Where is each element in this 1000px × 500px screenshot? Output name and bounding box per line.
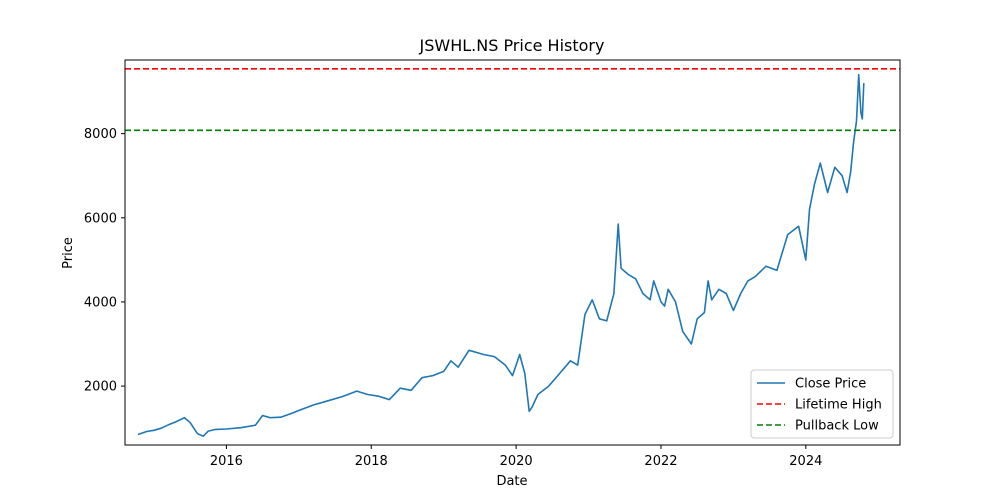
plot-frame bbox=[124, 59, 901, 446]
legend-label-pullback-low: Pullback Low bbox=[795, 419, 879, 434]
plot-area bbox=[124, 59, 901, 446]
x-tick-label: 2016 bbox=[210, 454, 243, 469]
x-tick-label: 2018 bbox=[355, 454, 388, 469]
legend-label-lifetime-high: Lifetime High bbox=[795, 398, 882, 413]
legend-label-close-price: Close Price bbox=[795, 377, 866, 392]
x-axis-title: Date bbox=[496, 474, 527, 489]
y-tick-label: 8000 bbox=[84, 127, 117, 142]
series-line-close-price bbox=[137, 73, 865, 438]
y-axis-title: Price bbox=[61, 237, 76, 269]
legend-box bbox=[750, 369, 894, 439]
chart-title: JSWHL.NS Price History bbox=[419, 36, 605, 55]
y-tick-label: 6000 bbox=[84, 211, 117, 226]
y-axis: 2000 4000 6000 8000 bbox=[84, 127, 125, 395]
y-tick-label: 4000 bbox=[84, 295, 117, 310]
y-tick-label: 2000 bbox=[84, 380, 117, 395]
x-tick-label: 2024 bbox=[789, 454, 822, 469]
x-tick-label: 2020 bbox=[500, 454, 533, 469]
x-tick-label: 2022 bbox=[644, 454, 677, 469]
x-axis: 2016 2018 2020 2022 2024 bbox=[210, 445, 822, 469]
legend: Close Price Lifetime High Pullback Low bbox=[750, 369, 894, 439]
series-layer bbox=[125, 68, 900, 438]
